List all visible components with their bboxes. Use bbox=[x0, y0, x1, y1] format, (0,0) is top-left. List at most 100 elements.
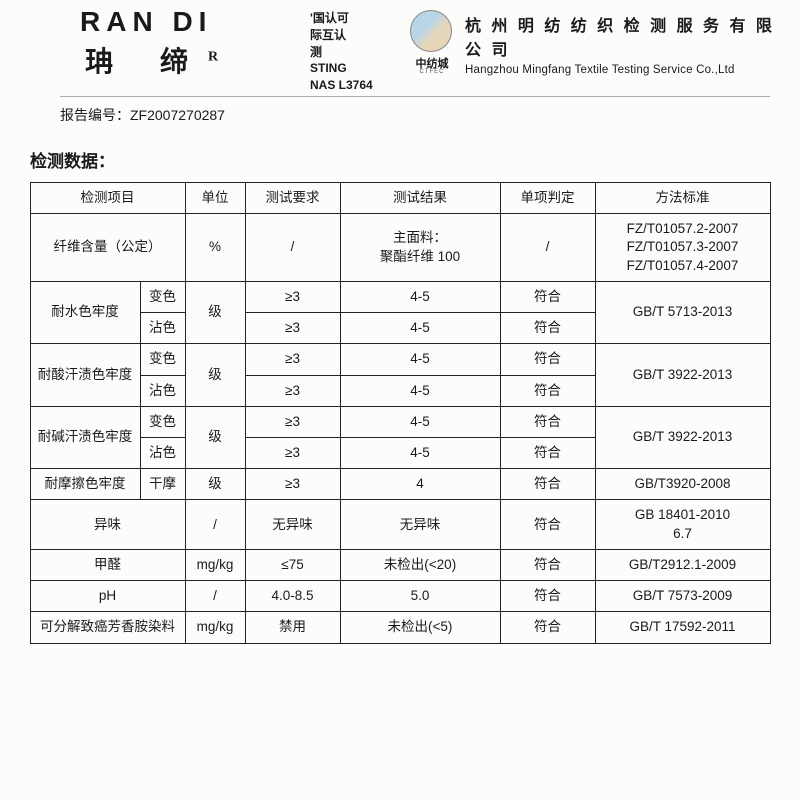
cell-item: 异味 bbox=[30, 500, 185, 549]
cell-standard: GB/T 3922-2013 bbox=[595, 344, 770, 406]
cell-requirement: ≥3 bbox=[245, 281, 340, 312]
report-number-value: ZF2007270287 bbox=[130, 107, 225, 123]
report-number-line: 报告编号：ZF2007270287 bbox=[60, 105, 800, 125]
cell-requirement: ≥3 bbox=[245, 375, 340, 406]
cell-result: 4-5 bbox=[340, 344, 500, 375]
cell-standard: GB/T 7573-2009 bbox=[595, 581, 770, 612]
col-item: 检测项目 bbox=[30, 183, 185, 214]
cell-requirement: 禁用 bbox=[245, 612, 340, 643]
cell-unit: / bbox=[185, 581, 245, 612]
report-number-label: 报告编号： bbox=[60, 107, 130, 123]
cell-item: 耐碱汗渍色牢度 bbox=[30, 406, 140, 468]
cell-item: 纤维含量（公定） bbox=[30, 214, 185, 282]
cell-unit: 级 bbox=[185, 281, 245, 343]
cell-subitem: 变色 bbox=[140, 281, 185, 312]
col-unit: 单位 bbox=[185, 183, 245, 214]
col-std: 方法标准 bbox=[595, 183, 770, 214]
cell-requirement: ≥3 bbox=[245, 313, 340, 344]
cell-requirement: ≥3 bbox=[245, 344, 340, 375]
cell-item: 耐水色牢度 bbox=[30, 281, 140, 343]
brand-block: RAN DI 珃 缔R bbox=[20, 8, 218, 80]
cell-requirement: ≥3 bbox=[245, 469, 340, 500]
certification-text: '国认可 际互认 测 STING NAS L3764 bbox=[310, 10, 373, 94]
cell-result: 主面料： 聚酯纤维 100 bbox=[340, 214, 500, 282]
cell-judgement: 符合 bbox=[500, 344, 595, 375]
cell-requirement: ≤75 bbox=[245, 549, 340, 580]
cell-judgement: 符合 bbox=[500, 500, 595, 549]
cell-requirement: / bbox=[245, 214, 340, 282]
cell-standard: GB/T 3922-2013 bbox=[595, 406, 770, 468]
table-row: 耐水色牢度变色级≥34-5符合GB/T 5713-2013 bbox=[30, 281, 770, 312]
table-row: 耐碱汗渍色牢度变色级≥34-5符合GB/T 3922-2013 bbox=[30, 406, 770, 437]
cell-unit: mg/kg bbox=[185, 549, 245, 580]
document-header: RAN DI 珃 缔R '国认可 际互认 测 STING NAS L3764 中… bbox=[0, 0, 800, 90]
cell-item: 耐摩擦色牢度 bbox=[30, 469, 140, 500]
header-divider bbox=[60, 96, 770, 97]
cell-result: 4-5 bbox=[340, 281, 500, 312]
ctfec-logo-icon bbox=[410, 10, 452, 52]
cell-standard: GB/T 17592-2011 bbox=[595, 612, 770, 643]
cell-unit: % bbox=[185, 214, 245, 282]
cell-judgement: 符合 bbox=[500, 281, 595, 312]
col-judge: 单项判定 bbox=[500, 183, 595, 214]
table-row: 可分解致癌芳香胺染料mg/kg禁用未检出(<5)符合GB/T 17592-201… bbox=[30, 612, 770, 643]
cell-result: 4-5 bbox=[340, 406, 500, 437]
cell-judgement: 符合 bbox=[500, 469, 595, 500]
cell-item: 耐酸汗渍色牢度 bbox=[30, 344, 140, 406]
table-row: 耐酸汗渍色牢度变色级≥34-5符合GB/T 3922-2013 bbox=[30, 344, 770, 375]
cell-judgement: 符合 bbox=[500, 406, 595, 437]
cell-result: 4-5 bbox=[340, 375, 500, 406]
cell-standard: GB 18401-2010 6.7 bbox=[595, 500, 770, 549]
cell-unit: 级 bbox=[185, 344, 245, 406]
cell-subitem: 沾色 bbox=[140, 437, 185, 468]
cell-judgement: 符合 bbox=[500, 549, 595, 580]
cell-judgement: 符合 bbox=[500, 313, 595, 344]
cell-subitem: 干摩 bbox=[140, 469, 185, 500]
cell-judgement: 符合 bbox=[500, 437, 595, 468]
col-req: 测试要求 bbox=[245, 183, 340, 214]
table-body: 纤维含量（公定）%/主面料： 聚酯纤维 100/FZ/T01057.2-2007… bbox=[30, 214, 770, 643]
cell-unit: 级 bbox=[185, 406, 245, 468]
table-row: 甲醛mg/kg≤75未检出(<20)符合GB/T2912.1-2009 bbox=[30, 549, 770, 580]
table-row: pH/4.0-8.55.0符合GB/T 7573-2009 bbox=[30, 581, 770, 612]
cell-item: 可分解致癌芳香胺染料 bbox=[30, 612, 185, 643]
cell-result: 4 bbox=[340, 469, 500, 500]
cell-requirement: ≥3 bbox=[245, 437, 340, 468]
cell-standard: GB/T 5713-2013 bbox=[595, 281, 770, 343]
cell-unit: mg/kg bbox=[185, 612, 245, 643]
cell-unit: / bbox=[185, 500, 245, 549]
cell-judgement: 符合 bbox=[500, 375, 595, 406]
cell-judgement: / bbox=[500, 214, 595, 282]
section-title: 检测数据： bbox=[30, 147, 800, 172]
cell-requirement: 4.0-8.5 bbox=[245, 581, 340, 612]
cell-subitem: 变色 bbox=[140, 406, 185, 437]
cell-subitem: 沾色 bbox=[140, 375, 185, 406]
cell-subitem: 沾色 bbox=[140, 313, 185, 344]
cell-result: 5.0 bbox=[340, 581, 500, 612]
cell-unit: 级 bbox=[185, 469, 245, 500]
cell-standard: GB/T3920-2008 bbox=[595, 469, 770, 500]
table-row: 异味/无异味无异味符合GB 18401-2010 6.7 bbox=[30, 500, 770, 549]
cell-result: 无异味 bbox=[340, 500, 500, 549]
col-result: 测试结果 bbox=[340, 183, 500, 214]
cell-result: 4-5 bbox=[340, 313, 500, 344]
cell-item: 甲醛 bbox=[30, 549, 185, 580]
brand-chinese: 珃 缔R bbox=[85, 40, 218, 80]
cell-judgement: 符合 bbox=[500, 581, 595, 612]
cell-requirement: 无异味 bbox=[245, 500, 340, 549]
cell-judgement: 符合 bbox=[500, 612, 595, 643]
table-header-row: 检测项目 单位 测试要求 测试结果 单项判定 方法标准 bbox=[30, 183, 770, 214]
cell-standard: FZ/T01057.2-2007 FZ/T01057.3-2007 FZ/T01… bbox=[595, 214, 770, 282]
table-row: 纤维含量（公定）%/主面料： 聚酯纤维 100/FZ/T01057.2-2007… bbox=[30, 214, 770, 282]
cell-result: 未检出(<5) bbox=[340, 612, 500, 643]
company-block: 杭 州 明 纺 纺 织 检 测 服 务 有 限 公 司 Hangzhou Min… bbox=[465, 12, 800, 76]
cell-subitem: 变色 bbox=[140, 344, 185, 375]
cell-result: 未检出(<20) bbox=[340, 549, 500, 580]
table-row: 耐摩擦色牢度干摩级≥34符合GB/T3920-2008 bbox=[30, 469, 770, 500]
brand-english: RAN DI bbox=[80, 8, 218, 36]
cell-result: 4-5 bbox=[340, 437, 500, 468]
logo-label-en: CTFEC bbox=[408, 69, 456, 75]
cell-item: pH bbox=[30, 581, 185, 612]
cell-standard: GB/T2912.1-2009 bbox=[595, 549, 770, 580]
cell-requirement: ≥3 bbox=[245, 406, 340, 437]
